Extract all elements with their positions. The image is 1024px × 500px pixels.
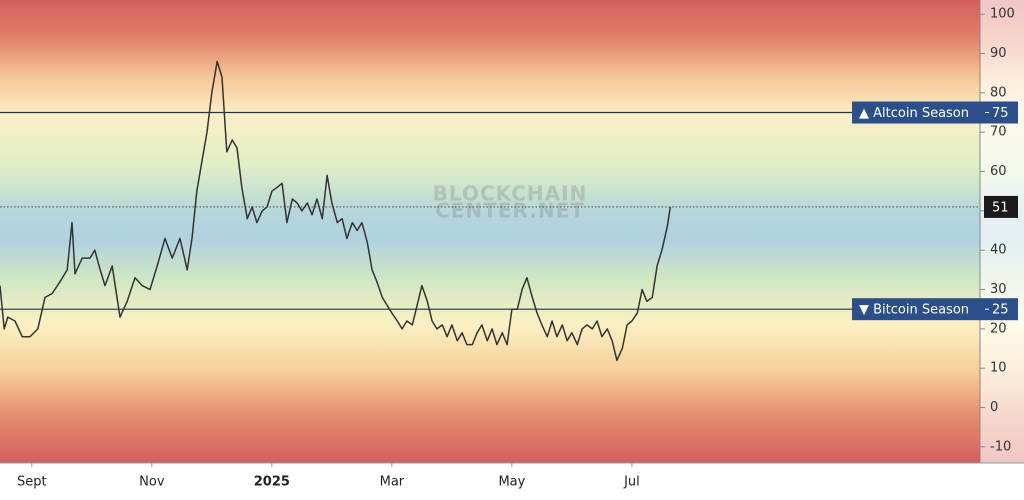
x-tick-label: Mar	[380, 475, 405, 490]
y-tick-label: 10	[990, 361, 1007, 376]
level-label: ▼ Bitcoin Season	[859, 303, 969, 318]
last-value-label: 51	[992, 200, 1009, 215]
level-label: ▲ Altcoin Season	[859, 106, 969, 121]
y-tick-label: 20	[990, 321, 1007, 336]
y-tick-label: 40	[990, 243, 1007, 258]
y-tick-label: 90	[990, 46, 1007, 61]
watermark: CENTER.NET	[435, 199, 585, 223]
x-tick-label: Sept	[17, 475, 47, 490]
line-series	[0, 60, 672, 362]
level-badge	[852, 298, 1018, 321]
x-tick-label: 2025	[254, 475, 290, 490]
background	[0, 0, 980, 463]
y-tick-label: 30	[990, 282, 1007, 297]
y-tick-label: 60	[990, 164, 1007, 179]
y-tick-label: 80	[990, 85, 1007, 100]
y-tick-label: 100	[990, 7, 1015, 22]
watermark: BLOCKCHAIN	[433, 182, 588, 206]
level-value: 25	[992, 303, 1009, 318]
x-tick-label: May	[498, 475, 525, 490]
y-tick-label: -10	[990, 439, 1011, 454]
x-tick-label: Nov	[139, 475, 165, 490]
x-tick-label: Jul	[623, 475, 640, 490]
axis-background	[980, 0, 1024, 463]
level-value: 75	[992, 106, 1009, 121]
last-value-badge	[984, 195, 1018, 218]
level-badge	[852, 101, 1018, 124]
y-tick-label: 0	[990, 400, 998, 415]
y-tick-label: 70	[990, 125, 1007, 140]
